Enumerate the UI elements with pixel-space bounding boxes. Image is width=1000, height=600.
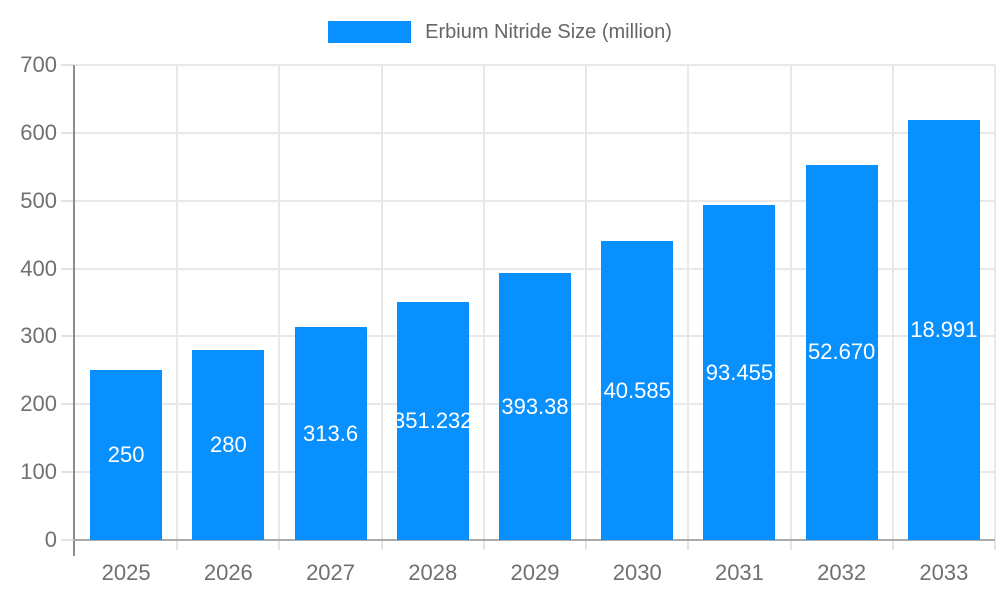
bar[interactable]: 18.991 (907, 119, 980, 540)
bar[interactable]: 393.38 (499, 273, 571, 540)
y-tick-label: 100 (20, 459, 57, 485)
y-tick-label: 400 (20, 255, 57, 281)
y-axis-line (73, 65, 75, 556)
x-tick-label: 2025 (101, 560, 151, 585)
gridline-vertical (278, 65, 281, 540)
gridline-vertical (891, 65, 894, 540)
legend[interactable]: Erbium Nitride Size (million) (0, 19, 1000, 45)
y-tick-mark (61, 471, 74, 474)
gridline-vertical (380, 65, 383, 540)
x-tick-label: 2026 (203, 560, 253, 585)
x-tick-mark (687, 541, 690, 550)
x-tick-mark (789, 541, 792, 550)
bar-value-label: 18.991 (910, 316, 978, 342)
bar[interactable]: 93.455 (703, 205, 776, 540)
y-tick-mark (61, 131, 74, 134)
x-tick-mark (278, 541, 281, 550)
legend-label: Erbium Nitride Size (million) (425, 20, 672, 43)
bar[interactable]: 52.670 (805, 164, 878, 540)
y-tick-mark (61, 64, 74, 66)
gridline-vertical (789, 65, 792, 540)
y-tick-label: 700 (20, 52, 57, 77)
gridline-horizontal (75, 64, 995, 66)
x-tick-mark (994, 541, 996, 550)
y-tick-mark (61, 403, 74, 406)
gridline-vertical (482, 65, 485, 540)
y-tick-mark (61, 335, 74, 338)
gridline-vertical (994, 65, 996, 540)
legend-swatch (328, 21, 412, 43)
x-tick-label: 2033 (919, 560, 969, 585)
x-axis-line (73, 539, 995, 541)
bar-value-label: 351.232 (396, 407, 469, 433)
x-tick-label: 2027 (306, 560, 356, 585)
x-tick-mark (176, 541, 179, 550)
x-tick-label: 2029 (510, 560, 560, 585)
bar[interactable]: 250 (90, 370, 163, 540)
y-tick-label: 0 (44, 527, 57, 552)
y-tick-mark (61, 267, 74, 270)
x-tick-mark (380, 541, 383, 550)
gridline-horizontal (75, 131, 995, 134)
bar[interactable]: 313.6 (294, 327, 367, 540)
bar-value-label: 313.6 (303, 420, 359, 446)
x-tick-label: 2030 (612, 560, 662, 585)
bar-value-label: 280 (209, 432, 247, 457)
y-tick-mark (61, 539, 74, 541)
x-tick-label: 2028 (408, 560, 458, 585)
bar-value-label: 52.670 (808, 339, 876, 365)
bar[interactable]: 280 (192, 350, 265, 540)
gridline-vertical (176, 65, 179, 540)
y-tick-label: 500 (20, 187, 57, 213)
y-tick-label: 300 (20, 323, 57, 349)
x-tick-mark (891, 541, 894, 550)
y-tick-mark (61, 199, 74, 202)
bar[interactable]: 40.585 (601, 241, 674, 540)
x-tick-label: 2032 (817, 560, 867, 585)
gridline-vertical (687, 65, 690, 540)
gridline-vertical (585, 65, 588, 540)
gridline-horizontal (75, 199, 995, 202)
bar-value-label: 40.585 (603, 377, 671, 403)
bar[interactable]: 351.232 (396, 301, 469, 540)
x-tick-mark (585, 541, 588, 550)
bar-value-label: 250 (107, 442, 145, 468)
bar-value-label: 93.455 (705, 359, 774, 385)
bar-value-label: 393.38 (501, 393, 569, 419)
y-tick-label: 200 (20, 391, 57, 417)
y-tick-label: 600 (20, 119, 57, 145)
x-tick-mark (482, 541, 485, 550)
gridline-horizontal (75, 267, 995, 270)
x-tick-label: 2031 (714, 560, 764, 585)
